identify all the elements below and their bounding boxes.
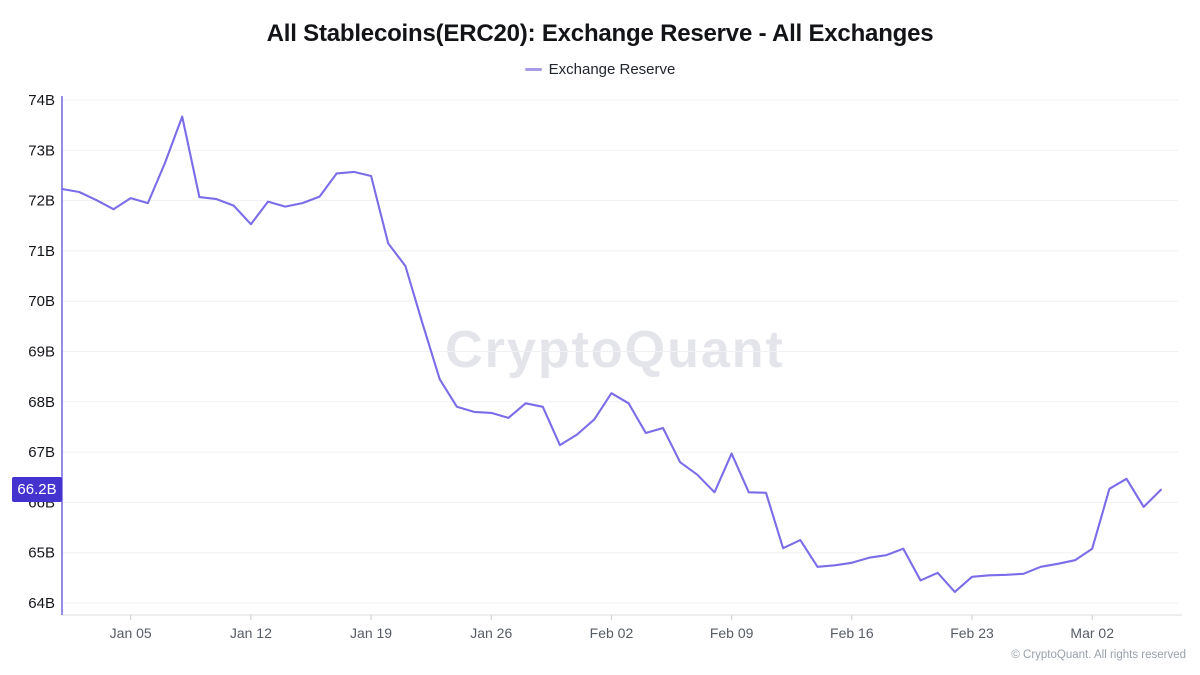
exchange-reserve-line [60, 115, 1162, 593]
x-tick-label: Jan 05 [110, 625, 152, 641]
y-tick-label: 71B [28, 243, 55, 260]
legend: Exchange Reserve [0, 58, 1200, 78]
chart-title: All Stablecoins(ERC20): Exchange Reserve… [266, 20, 934, 47]
x-tick-label: Feb 23 [950, 625, 994, 641]
x-tick-label: Feb 02 [590, 625, 634, 641]
x-tick-label: Feb 09 [710, 625, 754, 641]
y-tick-label: 67B [28, 444, 55, 461]
y-tick-label: 74B [28, 92, 55, 109]
y-tick-label: 70B [28, 293, 55, 310]
y-tick-label: 69B [28, 344, 55, 361]
legend-label: Exchange Reserve [548, 61, 676, 78]
x-tick-label: Jan 19 [350, 625, 392, 641]
y-tick-label: 65B [28, 545, 55, 562]
y-tick-label: 72B [28, 193, 55, 210]
cryptoquant-watermark: CryptoQuant [445, 321, 785, 379]
legend-line-icon [524, 68, 542, 71]
copyright-note: © CryptoQuant. All rights reserved [1011, 649, 1186, 661]
legend-item-exchange-reserve[interactable]: Exchange Reserve [524, 61, 676, 78]
x-tick-label: Jan 12 [230, 625, 272, 641]
y-tick-label: 64B [28, 595, 55, 612]
y-tick-label: 73B [28, 142, 55, 159]
y-tick-label: 68B [28, 394, 55, 411]
current-value-badge: 66.2B [12, 477, 62, 503]
x-tick-label: Feb 16 [830, 625, 874, 641]
x-tick-label: Jan 26 [470, 625, 512, 641]
x-tick-label: Mar 02 [1070, 625, 1114, 641]
